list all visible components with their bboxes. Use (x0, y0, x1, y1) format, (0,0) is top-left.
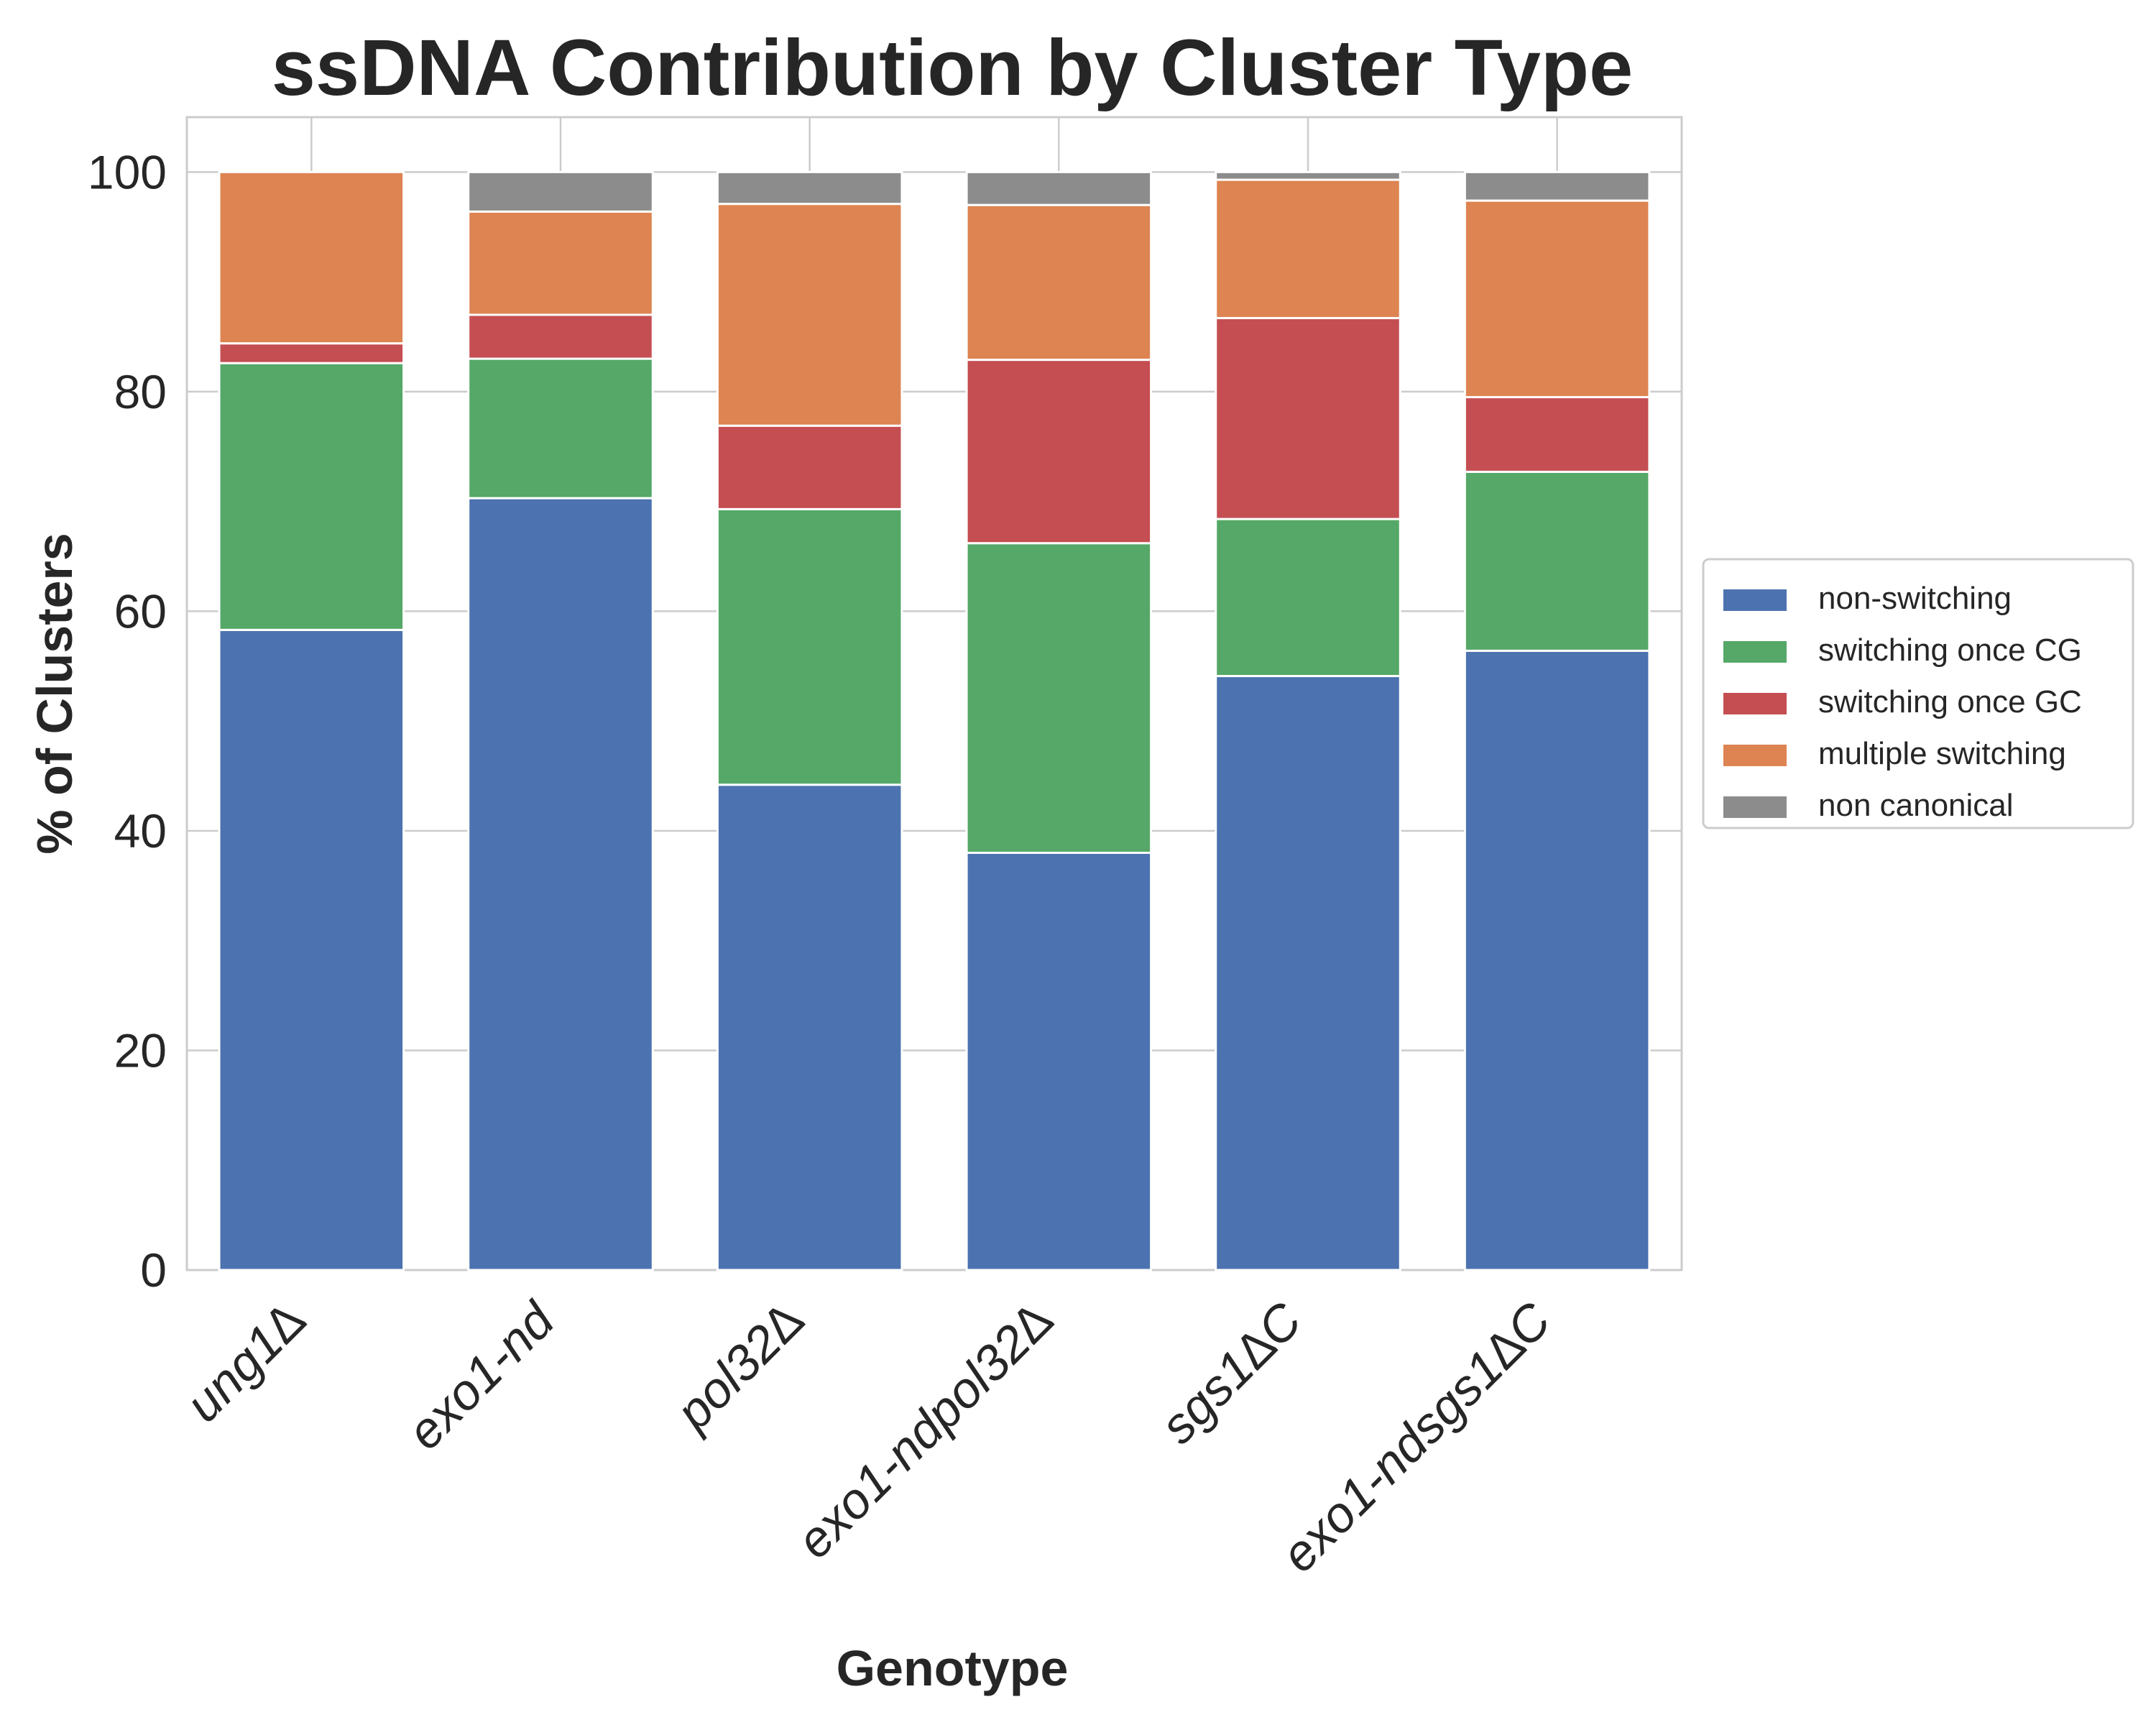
legend-label: multiple switching (1818, 736, 2066, 771)
bar-segment (965, 359, 1153, 545)
legend-swatch (1723, 641, 1787, 663)
y-tick-label: 40 (114, 804, 167, 857)
bars (218, 170, 1651, 1271)
legend-swatch (1723, 796, 1787, 818)
bar-segment (716, 507, 903, 786)
plot-frame (185, 116, 1683, 1271)
bar-segment (965, 170, 1153, 206)
y-tick-label: 100 (88, 145, 167, 198)
legend: non-switching switching once CG switching … (1702, 558, 2134, 829)
bar-segment (218, 170, 405, 345)
legend-swatch (1723, 693, 1787, 714)
bar-segment (1463, 470, 1651, 652)
bar-segment (1463, 649, 1651, 1271)
bar-segment (716, 424, 903, 510)
bar-segment (467, 313, 654, 360)
bar-segment (218, 362, 405, 631)
y-tick-label: 60 (114, 584, 167, 638)
legend-label: switching once CG (1818, 632, 2082, 668)
bar-segment (965, 542, 1153, 855)
bar-segment (1215, 518, 1401, 678)
bar-segment (716, 203, 903, 427)
bar-segment (716, 783, 903, 1271)
y-tick-labels: 0 20 40 60 80 100 (88, 145, 167, 1297)
bar-segment (1215, 170, 1401, 181)
bar-segment (467, 357, 654, 500)
y-axis-label: % of Clusters (27, 533, 83, 854)
bar-segment (467, 497, 654, 1271)
bar-segment (218, 628, 405, 1271)
y-tick-label: 0 (140, 1243, 167, 1297)
bar-segment (716, 170, 903, 206)
x-axis-label: Genotype (837, 1640, 1069, 1696)
bar-segment (1215, 317, 1401, 520)
bar-segment (218, 342, 405, 364)
legend-label: switching once GC (1818, 684, 2082, 719)
bar-segment (965, 852, 1153, 1271)
bar-segment (1463, 396, 1651, 473)
bar-segment (1215, 178, 1401, 320)
y-tick-label: 80 (114, 365, 167, 418)
bar-segment (965, 203, 1153, 362)
bar-segment (467, 210, 654, 316)
y-tick-label: 20 (114, 1024, 167, 1077)
legend-frame (1702, 558, 2134, 829)
plot-area (185, 116, 1683, 1271)
legend-swatch (1723, 589, 1787, 611)
bar-segment (1463, 170, 1651, 202)
chart-title: ssDNA Contribution by Cluster Type (272, 24, 1634, 112)
bar-segment (1215, 675, 1401, 1271)
bar-segment (467, 170, 654, 213)
bar-segment (1463, 199, 1651, 399)
legend-label: non-switching (1818, 581, 2012, 616)
legend-label: non canonical (1818, 788, 2014, 823)
legend-swatch (1723, 745, 1787, 766)
